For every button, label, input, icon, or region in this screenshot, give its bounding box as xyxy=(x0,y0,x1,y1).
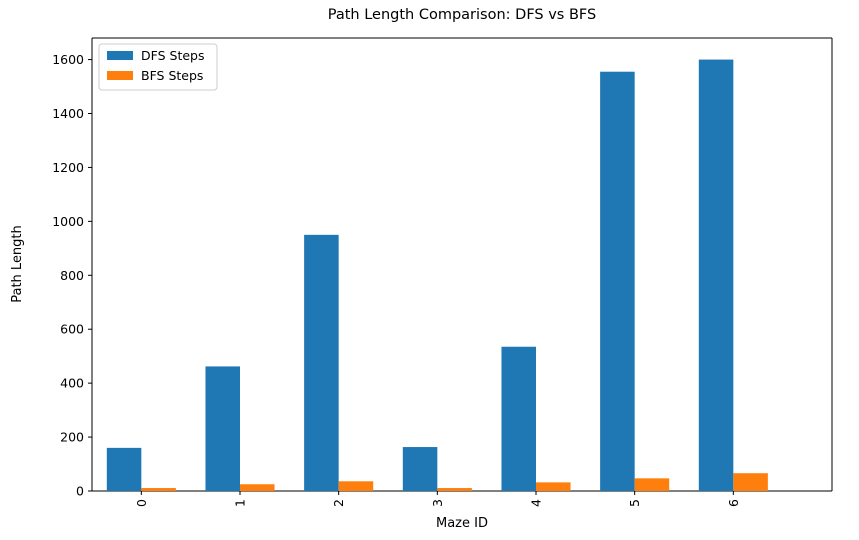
y-tick-label: 1200 xyxy=(52,160,84,175)
bar-bfs-1 xyxy=(240,484,275,491)
y-axis: 0 200 400 600 800 1000 1200 1400 1600 xyxy=(52,52,92,499)
bars-group xyxy=(106,59,768,492)
bar-bfs-4 xyxy=(536,482,571,491)
y-tick-label: 800 xyxy=(60,268,84,283)
y-tick-label: 0 xyxy=(76,484,84,499)
legend: DFS Steps BFS Steps xyxy=(98,43,218,91)
bar-bfs-5 xyxy=(634,478,670,491)
bar-dfs-1 xyxy=(205,366,240,491)
chart-title: Path Length Comparison: DFS vs BFS xyxy=(328,7,596,23)
y-tick-label: 1000 xyxy=(52,214,84,229)
x-tick-label: 4 xyxy=(529,499,544,507)
bar-dfs-2 xyxy=(304,234,339,491)
bar-dfs-5 xyxy=(600,71,635,492)
x-tick-label: 3 xyxy=(430,499,445,507)
bar-dfs-0 xyxy=(106,447,142,491)
bar-bfs-2 xyxy=(338,481,374,491)
y-tick-label: 1400 xyxy=(52,106,84,121)
bar-dfs-3 xyxy=(402,447,438,491)
x-tick-label: 0 xyxy=(134,499,149,507)
legend-swatch xyxy=(107,71,133,80)
x-axis: 0 1 2 3 4 5 6 xyxy=(134,491,741,507)
bar-bfs-0 xyxy=(141,488,176,491)
y-tick-label: 1600 xyxy=(52,52,84,67)
x-tick-label: 2 xyxy=(331,499,346,507)
x-tick-label: 6 xyxy=(726,499,741,507)
bar-dfs-4 xyxy=(501,346,536,491)
legend-swatch xyxy=(107,51,133,60)
legend-label: BFS Steps xyxy=(141,68,203,83)
y-tick-label: 400 xyxy=(60,376,84,391)
y-tick-label: 200 xyxy=(60,430,84,445)
legend-label: DFS Steps xyxy=(141,48,204,63)
bar-dfs-6 xyxy=(698,59,734,491)
y-tick-label: 600 xyxy=(60,322,84,337)
x-tick-label: 1 xyxy=(233,499,248,507)
bar-bfs-3 xyxy=(437,488,472,491)
y-axis-label: Path Length xyxy=(10,225,25,303)
x-tick-label: 5 xyxy=(627,499,642,507)
x-axis-label: Maze ID xyxy=(436,516,488,531)
bar-bfs-6 xyxy=(733,473,768,491)
